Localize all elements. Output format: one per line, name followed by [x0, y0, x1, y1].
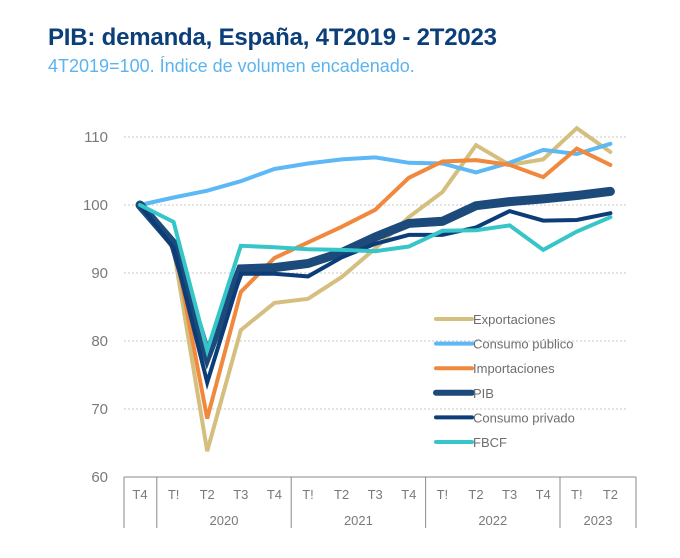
legend-label: Consumo público: [473, 337, 573, 352]
y-tick-label: 90: [91, 265, 108, 282]
x-group-label: 2021: [344, 513, 373, 528]
x-tick-label: T4: [267, 487, 282, 502]
y-tick-label: 60: [91, 469, 108, 486]
x-tick-label: T3: [233, 487, 248, 502]
gridlines: [124, 136, 628, 410]
chart-title: PIB: demanda, España, 4T2019 - 2T2023: [48, 24, 497, 51]
series-line-fbcf: [138, 203, 613, 358]
x-tick-label: T2: [468, 487, 483, 502]
legend-label: Consumo privado: [473, 410, 575, 425]
x-tick-label: T3: [502, 487, 517, 502]
x-tick-label: T2: [200, 487, 215, 502]
y-tick-label: 100: [83, 197, 108, 214]
legend-item: Importaciones: [434, 361, 555, 376]
series-line-importaciones: [138, 146, 613, 420]
series-line-pib: [135, 186, 615, 370]
legend-item: Consumo público: [434, 337, 573, 352]
legend: Exportaciones Consumo público Importacione…: [433, 312, 575, 450]
x-group-label: 2020: [210, 513, 239, 528]
y-axis-ticks: 60 70 80 90 100 110: [83, 129, 108, 486]
x-tick-label: T!: [168, 487, 180, 502]
y-tick-label: 70: [91, 401, 108, 418]
x-group-label: 2022: [478, 513, 507, 528]
x-tick-label: T!: [571, 487, 583, 502]
chart-subtitle: 4T2019=100. Índice de volumen encadenado…: [48, 56, 415, 76]
legend-item: FBCF: [434, 435, 507, 450]
legend-label: Importaciones: [473, 361, 555, 376]
legend-item: Consumo privado: [434, 410, 575, 425]
x-tick-label: T4: [401, 487, 416, 502]
x-group-label: 2023: [584, 513, 613, 528]
y-tick-label: 110: [84, 129, 108, 146]
x-tick-label: T4: [536, 487, 551, 502]
x-tick-label: T2: [334, 487, 349, 502]
legend-label: Exportaciones: [473, 312, 556, 327]
series-line-consumo-publico: [138, 141, 613, 207]
y-tick-label: 80: [91, 333, 108, 350]
x-tick-label: T2: [603, 487, 618, 502]
x-tick-label: T3: [368, 487, 383, 502]
x-tick-label: T4: [132, 487, 147, 502]
x-axis: T4 T! T2 T3 T4 T! T2 T3 T4 T! T2 T3 T4 T! T2 2020 2021 20…: [123, 476, 637, 528]
series-line-exportaciones: [138, 125, 613, 452]
legend-item: Exportaciones: [434, 312, 556, 327]
legend-label: FBCF: [473, 435, 507, 450]
x-tick-label: T!: [437, 487, 449, 502]
series-line-consumo-privado: [138, 203, 613, 390]
x-tick-label: T!: [302, 487, 314, 502]
series-lines: [135, 125, 615, 452]
legend-label: PIB: [473, 386, 494, 401]
legend-item: PIB: [433, 386, 494, 401]
